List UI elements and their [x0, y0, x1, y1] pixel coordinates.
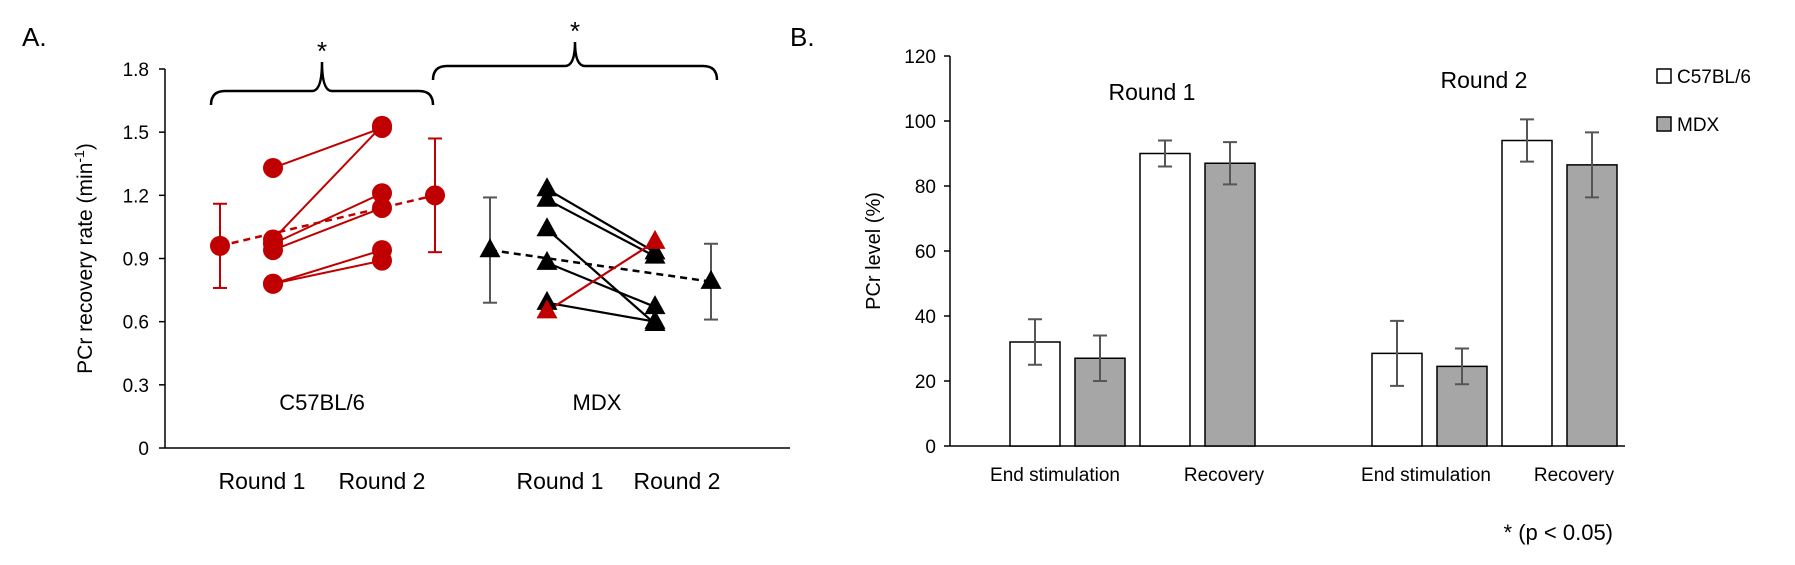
y-tick-label-a: 0.3 — [123, 376, 149, 397]
subject-line-mdx — [546, 261, 656, 308]
x-category-label-b: End stimulation — [990, 465, 1120, 486]
subject-line-c57 — [272, 125, 383, 241]
y-tick-label-a: 0.9 — [123, 250, 149, 271]
significance-bracket-2-label: * — [570, 16, 580, 46]
subject-line-mdx — [546, 188, 656, 254]
data-point-triangle — [644, 295, 666, 315]
y-tick-label-a: 0 — [138, 439, 149, 460]
chart-b: 0 20 40 60 80 100 120 PCr level (%) End stimulat… — [863, 47, 1751, 486]
significance-bracket-1-label: * — [317, 36, 327, 66]
subject-line-mdx — [546, 301, 656, 323]
legend-label-mdx: MDX — [1677, 115, 1720, 136]
significance-footnote: * (p < 0.05) — [1504, 520, 1613, 545]
x-tick-label-a: Round 1 — [219, 468, 306, 494]
legend-swatch-mdx — [1656, 116, 1672, 132]
y-axis-label-a: PCr recovery rate (min-1) — [71, 143, 97, 374]
y-tick-label-a: 1.2 — [123, 186, 149, 207]
round-label-2: Round 2 — [1441, 67, 1528, 93]
subject-line-c57 — [272, 249, 383, 285]
data-point-triangle — [536, 217, 558, 237]
bar-c57bl6 — [1139, 152, 1191, 447]
x-category-label-b: End stimulation — [1361, 465, 1491, 486]
data-point-circle — [210, 235, 230, 256]
data-point-triangle — [536, 177, 558, 197]
data-point-circle — [372, 115, 392, 136]
bar-c57bl6 — [1501, 139, 1553, 447]
significance-bracket-2 — [431, 41, 719, 81]
chart-a: 0 0.3 0.6 0.9 1.2 1.5 1.8 PCr recovery rate (mi… — [71, 16, 790, 494]
x-category-label-b: Recovery — [1534, 465, 1615, 486]
y-tick-label-a: 0.6 — [123, 313, 149, 334]
data-point-circle — [263, 240, 283, 261]
y-tick-label-b: 0 — [925, 437, 936, 458]
data-point-circle — [372, 183, 392, 204]
round-label-1: Round 1 — [1109, 79, 1196, 105]
y-tick-label-b: 20 — [915, 372, 936, 393]
group-label-mdx: MDX — [573, 390, 622, 415]
data-point-triangle — [479, 238, 501, 258]
data-point-triangle — [536, 250, 558, 270]
subject-line-mdx — [546, 198, 656, 258]
legend-swatch-c57bl6 — [1656, 68, 1672, 84]
y-tick-label-a: 1.8 — [123, 60, 149, 81]
y-tick-label-a: 1.5 — [123, 123, 149, 144]
data-point-triangle — [644, 229, 666, 249]
mean-line-mdx — [489, 248, 712, 283]
data-point-triangle — [536, 299, 558, 319]
legend-label-c57bl6: C57BL/6 — [1677, 67, 1751, 88]
subject-line-c57 — [272, 192, 383, 245]
data-point-circle — [263, 157, 283, 178]
y-axis-label-b: PCr level (%) — [863, 192, 885, 310]
significance-bracket-1 — [209, 61, 435, 106]
x-tick-label-a: Round 1 — [517, 468, 604, 494]
x-category-label-b: Recovery — [1184, 465, 1265, 486]
panel-b-label: B. — [790, 22, 815, 52]
subject-line-c57 — [272, 127, 383, 169]
panel-a-label: A. — [22, 22, 47, 52]
bar-mdx — [1566, 164, 1618, 447]
x-tick-label-a: Round 2 — [634, 468, 721, 494]
subject-line-c57 — [272, 207, 383, 252]
mean-line-c57 — [219, 194, 436, 248]
subject-line-c57 — [272, 259, 383, 285]
group-label-c57bl6: C57BL/6 — [279, 390, 365, 415]
bar-mdx — [1204, 162, 1256, 447]
data-point-triangle — [644, 244, 666, 264]
data-point-circle — [425, 185, 445, 206]
y-tick-label-b: 120 — [904, 47, 936, 68]
y-tick-label-b: 60 — [915, 242, 936, 263]
data-point-circle — [372, 250, 392, 271]
y-tick-label-b: 80 — [915, 177, 936, 198]
y-tick-label-b: 40 — [915, 307, 936, 328]
x-tick-label-a: Round 2 — [339, 468, 426, 494]
data-point-triangle — [644, 309, 666, 329]
y-tick-label-b: 100 — [904, 112, 936, 133]
data-point-circle — [263, 273, 283, 294]
data-point-triangle — [700, 269, 722, 289]
data-point-circle — [372, 197, 392, 218]
subject-line-mdx — [546, 240, 656, 313]
data-point-triangle — [536, 187, 558, 207]
